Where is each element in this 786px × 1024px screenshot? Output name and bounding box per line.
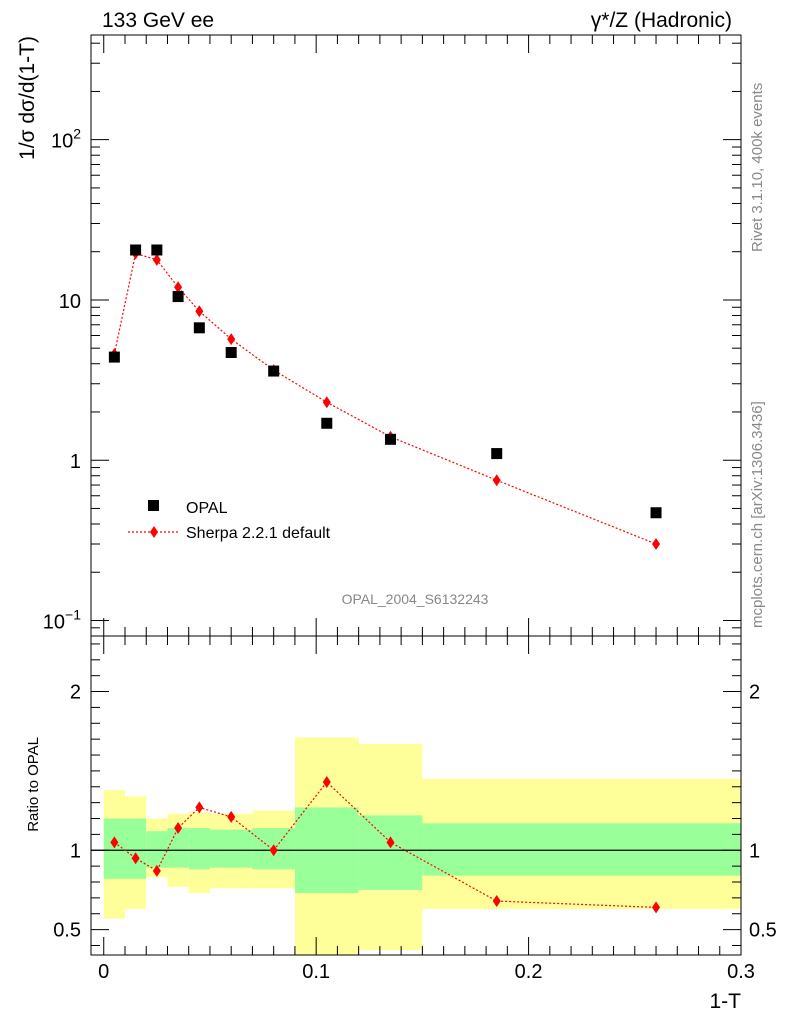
opal-point bbox=[151, 244, 163, 256]
x-tick-label: 0.2 bbox=[515, 961, 543, 983]
ratio-y-tick-label-right: 0.5 bbox=[749, 920, 777, 942]
ratio-y-tick-label: 0.5 bbox=[53, 920, 81, 942]
sherpa-point bbox=[152, 253, 161, 266]
legend-opal-marker bbox=[148, 500, 159, 511]
sherpa-point bbox=[652, 538, 661, 551]
ratio-y-tick-label: 2 bbox=[70, 682, 81, 704]
opal-point bbox=[172, 291, 184, 303]
x-tick-label: 0 bbox=[98, 961, 109, 983]
inner-band bbox=[209, 829, 253, 868]
opal-point bbox=[130, 244, 142, 256]
ratio-frame bbox=[90, 635, 742, 956]
sherpa-ratio-point bbox=[195, 801, 204, 814]
opal-point bbox=[321, 417, 333, 429]
main-panel: 10−1 1 10 102 1/σ dσ/d(1-T) OPAL_2004_S613224… bbox=[16, 34, 742, 637]
ratio-y-tick-label-right: 1 bbox=[749, 840, 760, 862]
opal-point bbox=[193, 322, 205, 334]
legend: OPAL Sherpa 2.2.1 default bbox=[128, 500, 331, 542]
y-tick-label: 1 bbox=[70, 451, 81, 473]
sherpa-point bbox=[227, 333, 236, 346]
sherpa-ratio-point bbox=[322, 776, 331, 789]
y-tick-label: 102 bbox=[51, 126, 81, 153]
ratio-y-axis-label: Ratio to OPAL bbox=[25, 737, 42, 832]
x-axis-label: 1-T bbox=[710, 990, 742, 1013]
opal-point bbox=[108, 351, 120, 363]
ratio-y-tick-label-right: 2 bbox=[749, 682, 760, 704]
opal-point bbox=[491, 448, 503, 460]
sherpa-ratio-point bbox=[492, 895, 501, 908]
main-y-axis-label: 1/σ dσ/d(1-T) bbox=[16, 36, 39, 160]
inner-band bbox=[103, 818, 125, 879]
sherpa-point bbox=[195, 305, 204, 318]
inner-band bbox=[146, 831, 168, 868]
sherpa-ratio-point bbox=[227, 810, 236, 823]
inner-band bbox=[124, 818, 147, 879]
inner-band bbox=[188, 828, 210, 870]
sherpa-point bbox=[322, 396, 331, 409]
y-tick-label: 10 bbox=[59, 291, 81, 313]
inner-band bbox=[167, 828, 189, 868]
y-tick-label: 10−1 bbox=[43, 606, 81, 633]
legend-opal-label: OPAL bbox=[186, 500, 228, 517]
energy-label: 133 GeV ee bbox=[102, 9, 214, 32]
opal-point bbox=[650, 507, 662, 519]
inner-band bbox=[422, 823, 741, 876]
sherpa-ratio-point bbox=[131, 852, 140, 865]
main-frame bbox=[90, 34, 742, 637]
sherpa-point bbox=[492, 474, 501, 487]
rivet-version-label: Rivet 3.1.10, 400k events bbox=[749, 83, 766, 252]
legend-sherpa-marker bbox=[150, 526, 158, 538]
sherpa-ratio-point bbox=[152, 864, 161, 877]
sherpa-ratio-point bbox=[269, 844, 278, 857]
opal-point bbox=[385, 433, 397, 445]
sherpa-ratio-point bbox=[386, 836, 395, 849]
legend-sherpa-label: Sherpa 2.2.1 default bbox=[186, 525, 331, 542]
sherpa-ratio-point bbox=[652, 901, 661, 914]
sherpa-ratio-point bbox=[174, 822, 183, 835]
ratio-panel: 0.5 0.5 1 1 2 2 0 0.1 0.2 0.3 Ratio to OPAL 1-T bbox=[25, 635, 777, 1013]
analysis-label: OPAL_2004_S6132243 bbox=[342, 591, 489, 607]
sherpa-point bbox=[174, 281, 183, 294]
opal-point bbox=[225, 346, 237, 358]
mcplots-label: mcplots.cern.ch [arXiv:1306.3436] bbox=[749, 401, 766, 628]
ratio-y-tick-label: 1 bbox=[70, 840, 81, 862]
inner-band bbox=[358, 815, 423, 890]
x-tick-label: 0.3 bbox=[727, 961, 755, 983]
uncertainty-bands bbox=[103, 737, 741, 955]
process-label: γ*/Z (Hadronic) bbox=[591, 9, 732, 32]
sherpa-ratio-point bbox=[110, 836, 119, 849]
opal-point bbox=[268, 365, 280, 377]
x-tick-label: 0.1 bbox=[302, 961, 330, 983]
